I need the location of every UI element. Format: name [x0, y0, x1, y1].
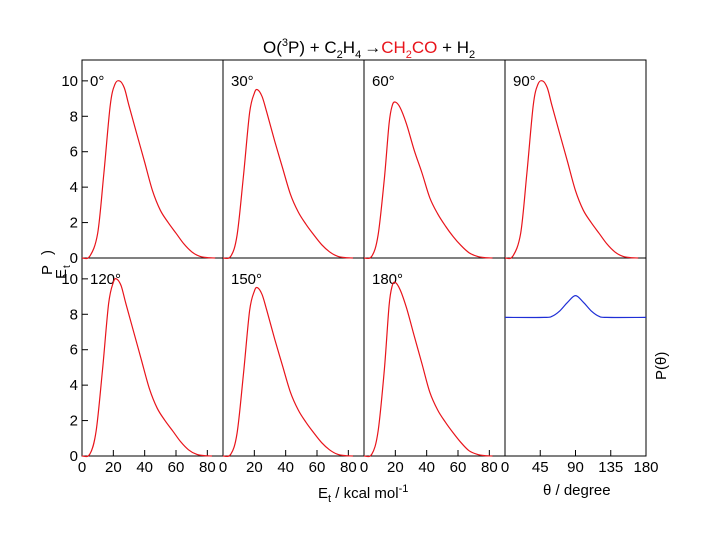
x-tick-label: 0: [219, 459, 227, 476]
panel-label: 120°: [90, 271, 121, 288]
p-theta-line: [504, 294, 647, 319]
x-tick-label: 80: [199, 459, 216, 476]
x-tick-label: 40: [277, 459, 294, 476]
panel-label: 0°: [90, 73, 104, 90]
p-et-line: [81, 278, 213, 458]
svg-text:): ): [39, 250, 56, 255]
y-tick-label: 0: [70, 250, 78, 267]
y-tick-label: 8: [70, 306, 78, 323]
y-tick-label: 6: [70, 342, 78, 359]
svg-text:P(θ): P(θ): [653, 352, 670, 380]
x-axis-label-left: Et / kcal mol-1: [318, 483, 408, 505]
p-et-line: [222, 88, 354, 260]
svg-text:P: P: [39, 265, 56, 275]
y-axis-label-right: P(θ): [653, 352, 670, 380]
svg-text:E: E: [53, 269, 70, 279]
y-tick-label: 2: [70, 413, 78, 430]
y-axis-label-left: P E t ): [39, 250, 73, 279]
x-tick-label: 0: [360, 459, 368, 476]
svg-text:t: t: [62, 265, 73, 268]
p-et-line: [504, 80, 639, 260]
x-tick-label: 90: [567, 459, 584, 476]
y-tick-label: 10: [61, 271, 78, 288]
x-tick-label: 180: [633, 459, 658, 476]
y-tick-label: 4: [70, 377, 78, 394]
p-et-line: [363, 281, 493, 458]
y-tick-label: 2: [70, 215, 78, 232]
y-tick-label: 0: [70, 448, 78, 465]
p-et-line: [81, 80, 216, 260]
x-tick-label: 80: [481, 459, 498, 476]
x-tick-label: 0: [78, 459, 86, 476]
x-tick-label: 40: [136, 459, 153, 476]
x-tick-label: 80: [340, 459, 357, 476]
y-tick-label: 6: [70, 144, 78, 161]
p-et-line: [222, 286, 354, 458]
panel-label: 180°: [372, 271, 403, 288]
x-tick-label: 60: [450, 459, 467, 476]
panel-label: 150°: [231, 271, 262, 288]
y-tick-label: 4: [70, 179, 78, 196]
x-tick-label: 20: [246, 459, 263, 476]
x-tick-label: 60: [168, 459, 185, 476]
panel-label: 60°: [372, 73, 395, 90]
p-et-line: [363, 101, 493, 260]
y-tick-label: 10: [61, 73, 78, 90]
x-tick-label: 45: [532, 459, 549, 476]
x-tick-label: 20: [105, 459, 122, 476]
y-tick-label: 8: [70, 108, 78, 125]
x-tick-label: 0: [501, 459, 509, 476]
x-axis-label-right: θ / degree: [543, 482, 611, 499]
x-tick-label: 135: [598, 459, 623, 476]
chart-title: O(3P) + C2H4 →CH2CO + H2: [263, 37, 475, 61]
panel-label: 30°: [231, 73, 254, 90]
x-tick-label: 20: [387, 459, 404, 476]
x-tick-label: 40: [418, 459, 435, 476]
x-tick-label: 60: [309, 459, 326, 476]
panel-label: 90°: [513, 73, 536, 90]
